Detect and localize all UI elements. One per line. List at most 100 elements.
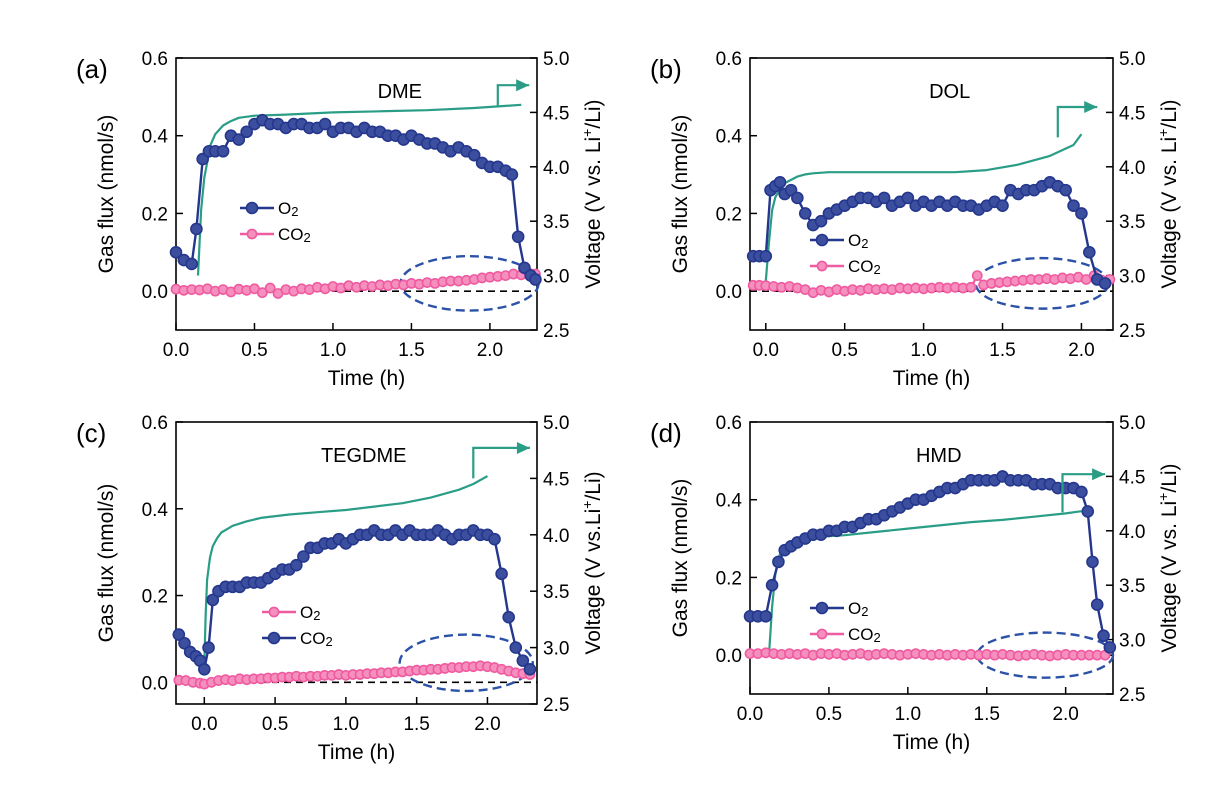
y2-tick-label: 3.0: [543, 639, 569, 660]
series-line-o2: [750, 475, 1111, 648]
data-point-co2: [516, 654, 530, 667]
y-tick-label: 0.2: [142, 587, 168, 608]
panel-c: 0.0 0.5 1.0 1.5 2.0 0.0 0.2 0.4 0.6 2.5 3.0 3.5 4.0 4…: [76, 413, 605, 764]
y-tick-label: 0.2: [142, 204, 168, 225]
data-point-o2: [190, 222, 203, 236]
x-tick-label: 0.0: [191, 714, 217, 735]
arrowhead: [516, 441, 530, 454]
legend-label: CO2: [848, 625, 881, 645]
legend-marker: [815, 601, 829, 615]
plot-frame: [175, 57, 538, 331]
series-line-voltage: [764, 133, 1083, 282]
legend-label: O2: [300, 603, 320, 623]
y-tick-label: 0.6: [716, 413, 742, 434]
data-point-co2: [172, 628, 186, 641]
y-tick-label: 0.4: [142, 500, 169, 521]
y2-tick-label: 4.0: [543, 158, 569, 179]
legend-label: O2: [848, 599, 868, 619]
data-point-o2: [1075, 485, 1088, 499]
arrowhead: [1092, 468, 1106, 481]
y2-tick-label: 3.5: [1119, 212, 1145, 233]
series-line-co2: [177, 529, 531, 671]
x-tick-label: 0.0: [753, 340, 779, 361]
data-point-o2: [877, 191, 891, 205]
y-tick-label: 0.4: [716, 127, 743, 148]
legend-marker: [245, 201, 259, 215]
y2-tick-label: 3.5: [543, 582, 569, 603]
y-tick-label: 0.0: [716, 646, 742, 667]
data-point-o2: [765, 578, 779, 592]
y-axis-label: Gas flux (nmol/s): [669, 479, 692, 638]
y-axis-label: Gas flux (nmol/s): [669, 115, 692, 274]
plot-frame: [175, 421, 538, 705]
data-point-o2: [240, 125, 253, 139]
x-tick-label: 2.0: [1052, 704, 1078, 725]
y2-label-main: Voltage (V vs.Li: [582, 509, 605, 655]
y2-tick-label: 3.5: [1119, 576, 1145, 597]
axis-arrow-line: [1056, 105, 1098, 138]
y2-label-tail: /Li): [582, 471, 605, 500]
data-point-o2: [1075, 207, 1088, 220]
data-point-co2: [178, 636, 191, 650]
panel-b: 0.0 0.5 1.0 1.5 2.0 0.0 0.2 0.4 0.6 2.5 3.0 3.5 4.0 4…: [650, 49, 1181, 390]
data-point-co2: [495, 567, 508, 581]
y2-tick-label: 3.0: [1119, 631, 1145, 652]
y-axis-label: Gas flux (nmol/s): [95, 484, 118, 643]
legend-marker: [267, 631, 281, 645]
x-tick-label: 1.5: [974, 704, 1000, 725]
y2-tick-label: 5.0: [543, 49, 569, 70]
y2-label-main: Voltage (V vs. Li: [582, 137, 605, 289]
data-point-o2: [1103, 641, 1117, 654]
panel-label: (d): [650, 418, 682, 448]
x-tick-label: 1.5: [989, 340, 1015, 361]
data-point-o2: [318, 117, 332, 131]
y-tick-label: 0.4: [142, 127, 169, 148]
y-axis-label: Gas flux (nmol/s): [95, 115, 118, 274]
y2-tick-label: 2.5: [543, 321, 569, 342]
data-point-o2: [1083, 245, 1096, 259]
panel-label: (c): [76, 418, 106, 448]
data-point-o2: [1098, 277, 1112, 290]
y2-axis-label: Voltage (V vs.Li+/Li): [579, 471, 605, 654]
x-tick-label: 1.5: [403, 714, 429, 735]
data-point-o2: [791, 191, 804, 205]
panel-label: (a): [76, 54, 108, 84]
panel-label: (b): [650, 54, 682, 84]
data-point-o2: [996, 199, 1009, 212]
data-point-co2: [971, 270, 983, 281]
y-tick-label: 0.0: [142, 282, 168, 303]
y2-tick-label: 4.0: [1119, 158, 1145, 179]
y2-label-tail: /Li): [582, 99, 605, 128]
x-tick-label: 0.0: [163, 340, 189, 361]
y2-axis-label: Voltage (V vs. Li+/Li): [1155, 99, 1181, 288]
y2-label-tail: /Li): [1158, 463, 1181, 492]
x-tick-label: 1.0: [910, 340, 936, 361]
panel-title: TEGDME: [321, 445, 407, 467]
data-point-o2: [467, 148, 481, 162]
plot-frame: [749, 57, 1114, 331]
x-tick-label: 1.0: [320, 340, 346, 361]
panel-title: DME: [378, 81, 422, 103]
legend-marker: [246, 228, 258, 240]
y2-tick-label: 4.0: [1119, 522, 1145, 543]
data-point-co2: [290, 558, 303, 572]
y2-label-main: Voltage (V vs. Li: [1158, 501, 1181, 653]
data-point-o2: [1097, 629, 1110, 643]
panel-a: 0.0 0.5 1.0 1.5 2.0 0.0 0.2 0.4 0.6 2.5 3.0 3.5 4.0 4…: [76, 49, 605, 390]
y2-axis-label: Voltage (V vs. Li+/Li): [1155, 463, 1181, 652]
y2-label-sup: +: [579, 501, 595, 509]
highlight-ellipse: [398, 633, 534, 693]
y2-tick-label: 4.5: [1119, 103, 1145, 124]
y-tick-label: 0.6: [142, 413, 168, 434]
data-point-o2: [185, 257, 198, 271]
y2-label-sup: +: [1155, 493, 1171, 501]
x-tick-label: 0.5: [262, 714, 288, 735]
data-point-o2: [1090, 598, 1104, 611]
arrowhead: [516, 79, 530, 92]
panel-title: HMD: [916, 445, 962, 467]
x-tick-label: 1.5: [398, 340, 424, 361]
x-tick-label: 2.0: [477, 340, 503, 361]
x-axis-label: Time (h): [328, 367, 405, 390]
y-tick-label: 0.2: [716, 568, 742, 589]
